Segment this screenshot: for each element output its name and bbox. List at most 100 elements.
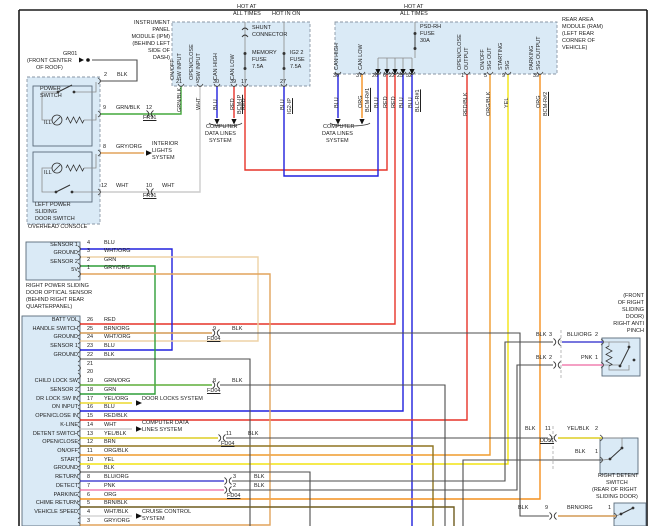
diagram-label: 1 [461, 73, 465, 79]
arrow-down-icon [359, 119, 365, 125]
diagram-label: YEL/ORG [104, 396, 129, 402]
diagram-label: CAN LOW [230, 54, 236, 80]
pin-bracket [97, 188, 101, 196]
diagram-label: FR91 [143, 115, 157, 121]
diagram-label: 12 [87, 439, 94, 445]
diagram-label: HOT AT [237, 4, 257, 10]
diagram-label: YEL/BLK [567, 426, 590, 432]
diagram-label: DATA LINES [205, 131, 236, 137]
diagram-label: 16 [87, 404, 94, 410]
diagram-label: BLU [104, 343, 115, 349]
diagram-label: GRN/ORG [104, 378, 131, 384]
arrow-right-icon [146, 150, 152, 156]
diagram-label: 21 [87, 361, 94, 367]
diagram-label: 52 [406, 73, 413, 79]
diagram-label: CAN LOW [358, 44, 364, 70]
diagram-label: DOOR SWITCH [35, 216, 75, 222]
diagram-label: YEL [104, 457, 115, 463]
diagram-label: RED [391, 96, 397, 108]
diagram-label: IG2 2 [290, 50, 304, 56]
diagram-label: 2 [233, 483, 237, 489]
connector-icon [222, 434, 226, 442]
diagram-label: 3 [233, 474, 237, 480]
junction-dot [56, 90, 60, 94]
diagram-label: YEL/BLK [104, 431, 127, 437]
diagram-label: ORG/BLK [104, 448, 129, 454]
junction-dot [72, 90, 76, 94]
component-box [32, 85, 93, 147]
diagram-label: 5 [87, 500, 91, 506]
diagram-label: LIGHTS [152, 148, 172, 154]
pin-bracket [504, 71, 512, 75]
diagram-label: BLU [408, 97, 414, 108]
diagram-label: SW INPUT [196, 53, 202, 80]
ground-icon [79, 57, 84, 63]
connector-icon [224, 477, 228, 485]
diagram-label: BLU/ORG [104, 474, 129, 480]
diagram-label: (BEHIND LEFT [132, 41, 170, 47]
diagram-label: 22 [389, 73, 396, 79]
wire-red [244, 74, 388, 171]
diagram-label: FUSE [252, 57, 267, 63]
pin-bracket [280, 83, 288, 87]
diagram-label: BLK [575, 449, 586, 455]
diagram-label: K-LINE [60, 422, 78, 428]
diagram-label: WHT/ORG [104, 334, 131, 340]
lamp-icon [53, 164, 61, 172]
diagram-label: 26 [372, 73, 379, 79]
diagram-label: PINCH [626, 328, 644, 334]
component-box [171, 21, 311, 87]
diagram-label: ORG [536, 95, 542, 108]
diagram-label: PARKING [53, 492, 78, 498]
diagram-label: SENSOR 2 [50, 387, 78, 393]
junction-dot [70, 190, 74, 194]
pin-bracket [241, 83, 249, 87]
diagram-label: 14 [87, 422, 94, 428]
diagram-label: 25 [397, 73, 404, 79]
diagram-label: BLU [399, 97, 405, 108]
diagram-label: (FRONT CENTER [27, 58, 72, 64]
diagram-label: WHT/BLK [104, 509, 129, 515]
diagram-label: HANDLE SWITCH [32, 326, 78, 332]
fuse-icon [413, 32, 417, 35]
diagram-label: SYSTEM [326, 138, 349, 144]
diagram-label: WHT [196, 97, 202, 110]
arrow-down-icon [335, 119, 341, 125]
pin-bracket [177, 83, 185, 87]
diagram-label: 6 [383, 73, 387, 79]
diagram-label: GROUND [53, 334, 78, 340]
connector-icon [146, 110, 150, 118]
wire-red [80, 74, 396, 325]
connector-icon [549, 512, 553, 520]
diagram-label: 1 [595, 449, 599, 455]
diagram-label: CORNER OF [562, 38, 595, 44]
diagram-label: 10 [146, 183, 153, 189]
diagram-label: 39 [533, 73, 540, 79]
diagram-label: MODULE (IPM) [131, 34, 171, 40]
diagram-label: SLIDING [35, 209, 58, 215]
connector-icon [549, 434, 553, 442]
diagram-label: 22 [87, 352, 94, 358]
diagram-label: REAR AREA [562, 17, 594, 23]
diagram-label: (REAR OF RIGHT [592, 487, 637, 493]
pin-bracket [97, 149, 101, 157]
arrow-down-icon [384, 69, 390, 75]
pin-bracket [599, 456, 603, 464]
diagram-label: BLU [334, 97, 340, 108]
wire-gry-org [80, 273, 271, 526]
diagram-label: COMPUTER [323, 124, 355, 130]
diagram-label: 2 [595, 332, 599, 338]
wire-blk [232, 341, 553, 482]
diagram-label: BLC-R#1 [415, 89, 421, 112]
diagram-label: PARKING [529, 45, 535, 70]
diagram-label: DOOR OPTICAL SENSOR [26, 290, 93, 296]
diagram-label: BLK [232, 326, 243, 332]
wire-gry [84, 154, 97, 169]
diagram-label: FD04 [227, 493, 241, 499]
connector-icon [212, 329, 216, 337]
diagram-label: BLU [374, 97, 380, 108]
pin-bracket [77, 372, 81, 380]
diagram-label: 30 [213, 79, 220, 85]
fuse-icon [282, 67, 286, 70]
diagram-label: BCM-R#1 [365, 87, 371, 112]
